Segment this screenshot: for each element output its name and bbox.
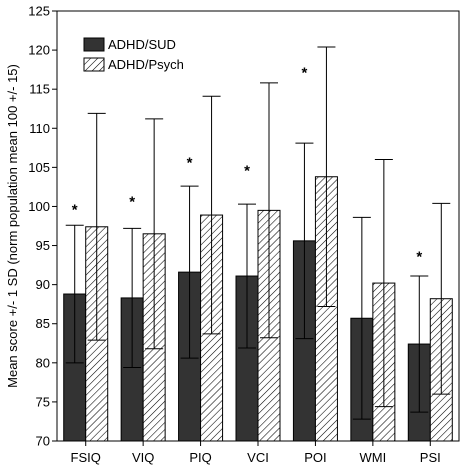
legend-label: ADHD/SUD	[108, 37, 176, 52]
x-tick-label: WMI	[359, 450, 386, 465]
x-tick-label: PIQ	[189, 450, 211, 465]
x-tick-label: FSIQ	[71, 450, 101, 465]
y-tick-label: 120	[28, 43, 50, 58]
x-tick-label: VCI	[247, 450, 269, 465]
significance-marker: *	[416, 248, 422, 265]
y-tick-label: 70	[36, 434, 50, 449]
legend-swatch	[83, 57, 105, 72]
y-tick-label: 110	[29, 121, 50, 136]
y-tick-label: 90	[36, 277, 50, 292]
y-tick-label: 80	[36, 355, 50, 370]
y-tick-label: 105	[28, 160, 50, 175]
legend-label: ADHD/Psych	[108, 57, 184, 72]
y-tick-label: 115	[29, 82, 50, 97]
y-axis-label: Mean score +/- 1 SD (norm population mea…	[5, 64, 20, 388]
significance-marker: *	[72, 201, 78, 218]
y-tick-label: 75	[36, 394, 50, 409]
x-tick-label: PSI	[420, 450, 441, 465]
x-tick-label: VIQ	[132, 450, 154, 465]
y-tick-label: 85	[36, 316, 50, 331]
x-tick-label: POI	[304, 450, 326, 465]
y-tick-label: 125	[28, 4, 50, 19]
significance-marker: *	[129, 194, 135, 211]
significance-marker: *	[187, 155, 193, 172]
legend: ADHD/SUD ADHD/Psych	[83, 37, 184, 72]
y-tick-label: 100	[28, 199, 50, 214]
y-tick-label: 95	[36, 238, 50, 253]
significance-marker: *	[244, 162, 250, 179]
significance-marker: *	[302, 65, 308, 82]
legend-swatch	[83, 37, 105, 52]
